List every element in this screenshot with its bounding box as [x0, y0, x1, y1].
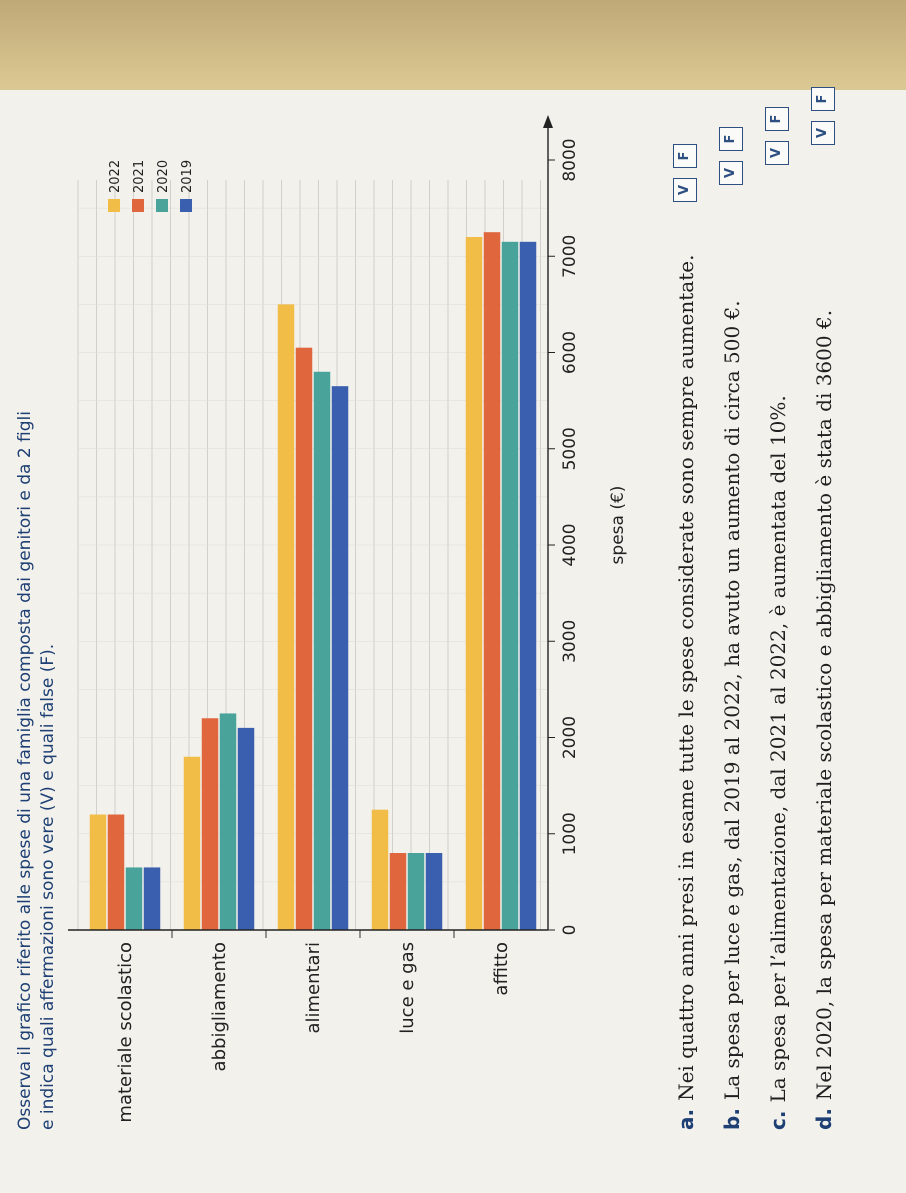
bar-2020-4 [501, 241, 519, 930]
x-tick-label: 1000 [560, 812, 580, 855]
true-checkbox[interactable]: V [719, 161, 743, 185]
bar-2020-2 [313, 371, 331, 930]
statement-letter: b. [720, 1108, 744, 1130]
statement-row: b. La spesa per luce e gas, dal 2019 al 2… [709, 50, 755, 1130]
bar-2019-2 [331, 386, 349, 930]
true-checkbox[interactable]: V [673, 178, 697, 202]
x-tick-label: 0 [560, 925, 580, 936]
x-tick-label: 8000 [560, 138, 580, 181]
bar-2021-2 [295, 347, 313, 930]
category-label: alimentari [303, 942, 324, 1034]
statement-row: a. Nei quattro anni presi in esame tutte … [663, 50, 709, 1130]
legend-label-2022: 2022 [108, 160, 123, 193]
category-label: luce e gas [397, 942, 418, 1034]
legend-label-2020: 2020 [156, 160, 171, 193]
bar-2022-4 [465, 237, 483, 930]
statement-text: Nel 2020, la spesa per materiale scolast… [812, 309, 836, 1101]
x-tick-label: 5000 [560, 427, 580, 470]
x-tick-label: 3000 [560, 620, 580, 663]
x-axis-title: spesa (€) [608, 486, 628, 565]
legend-label-2019: 2019 [180, 160, 195, 193]
legend-swatch-2021 [132, 199, 144, 212]
statement-text: La spesa per luce e gas, dal 2019 al 202… [720, 300, 744, 1101]
bar-2022-2 [277, 304, 295, 930]
false-checkbox[interactable]: F [811, 87, 835, 111]
bar-2021-4 [483, 232, 501, 930]
bar-2020-3 [407, 853, 425, 930]
chart-axes [68, 115, 555, 938]
false-checkbox[interactable]: F [719, 127, 743, 151]
statement-row: c. La spesa per l’alimentazione, dal 2021… [755, 50, 801, 1130]
bar-2021-0 [107, 814, 125, 930]
rotated-content: Osserva il grafico riferito alle spese d… [8, 40, 888, 1160]
bar-2021-1 [201, 718, 219, 930]
bar-2022-1 [183, 756, 201, 930]
false-checkbox[interactable]: F [765, 107, 789, 131]
legend-label-2021: 2021 [132, 160, 147, 193]
legend-swatch-2019 [180, 199, 192, 212]
statement-row: d. Nel 2020, la spesa per materiale scola… [801, 50, 847, 1130]
bar-chart: materiale scolastico abbigliamento aliment… [68, 115, 628, 1123]
chart-bars [89, 232, 537, 930]
true-checkbox[interactable]: V [811, 121, 835, 145]
false-checkbox[interactable]: F [673, 144, 697, 168]
category-label: abbigliamento [209, 942, 230, 1071]
x-axis-arrow [543, 115, 553, 128]
category-label: materiale scolastico [115, 942, 136, 1123]
statement-letter: a. [674, 1108, 698, 1130]
true-checkbox[interactable]: V [765, 141, 789, 165]
statement-letter: c. [766, 1110, 790, 1130]
x-tick-label: 2000 [560, 716, 580, 759]
statement-text: Nei quattro anni presi in esame tutte le… [674, 254, 698, 1101]
bar-2022-3 [371, 809, 389, 930]
chart-labels: materiale scolastico abbigliamento aliment… [115, 138, 628, 1122]
bar-2020-1 [219, 713, 237, 930]
chart-legend: 2022 2021 2020 2019 [108, 160, 195, 212]
category-label: affitto [491, 942, 512, 996]
legend-swatch-2020 [156, 199, 168, 212]
x-tick-label: 7000 [560, 235, 580, 278]
bar-2022-0 [89, 814, 107, 930]
bar-2019-4 [519, 241, 537, 930]
statement-text: La spesa per l’alimentazione, dal 2021 a… [766, 395, 790, 1103]
bar-2019-3 [425, 853, 443, 930]
statements-list: a. Nei quattro anni presi in esame tutte … [663, 50, 847, 1130]
bar-2020-0 [125, 867, 143, 930]
bar-2019-1 [237, 727, 255, 930]
x-tick-label: 6000 [560, 331, 580, 374]
bar-2021-3 [389, 853, 407, 930]
statement-letter: d. [812, 1108, 836, 1130]
x-tick-label: 4000 [560, 523, 580, 566]
bar-2019-0 [143, 867, 161, 930]
legend-swatch-2022 [108, 199, 120, 212]
